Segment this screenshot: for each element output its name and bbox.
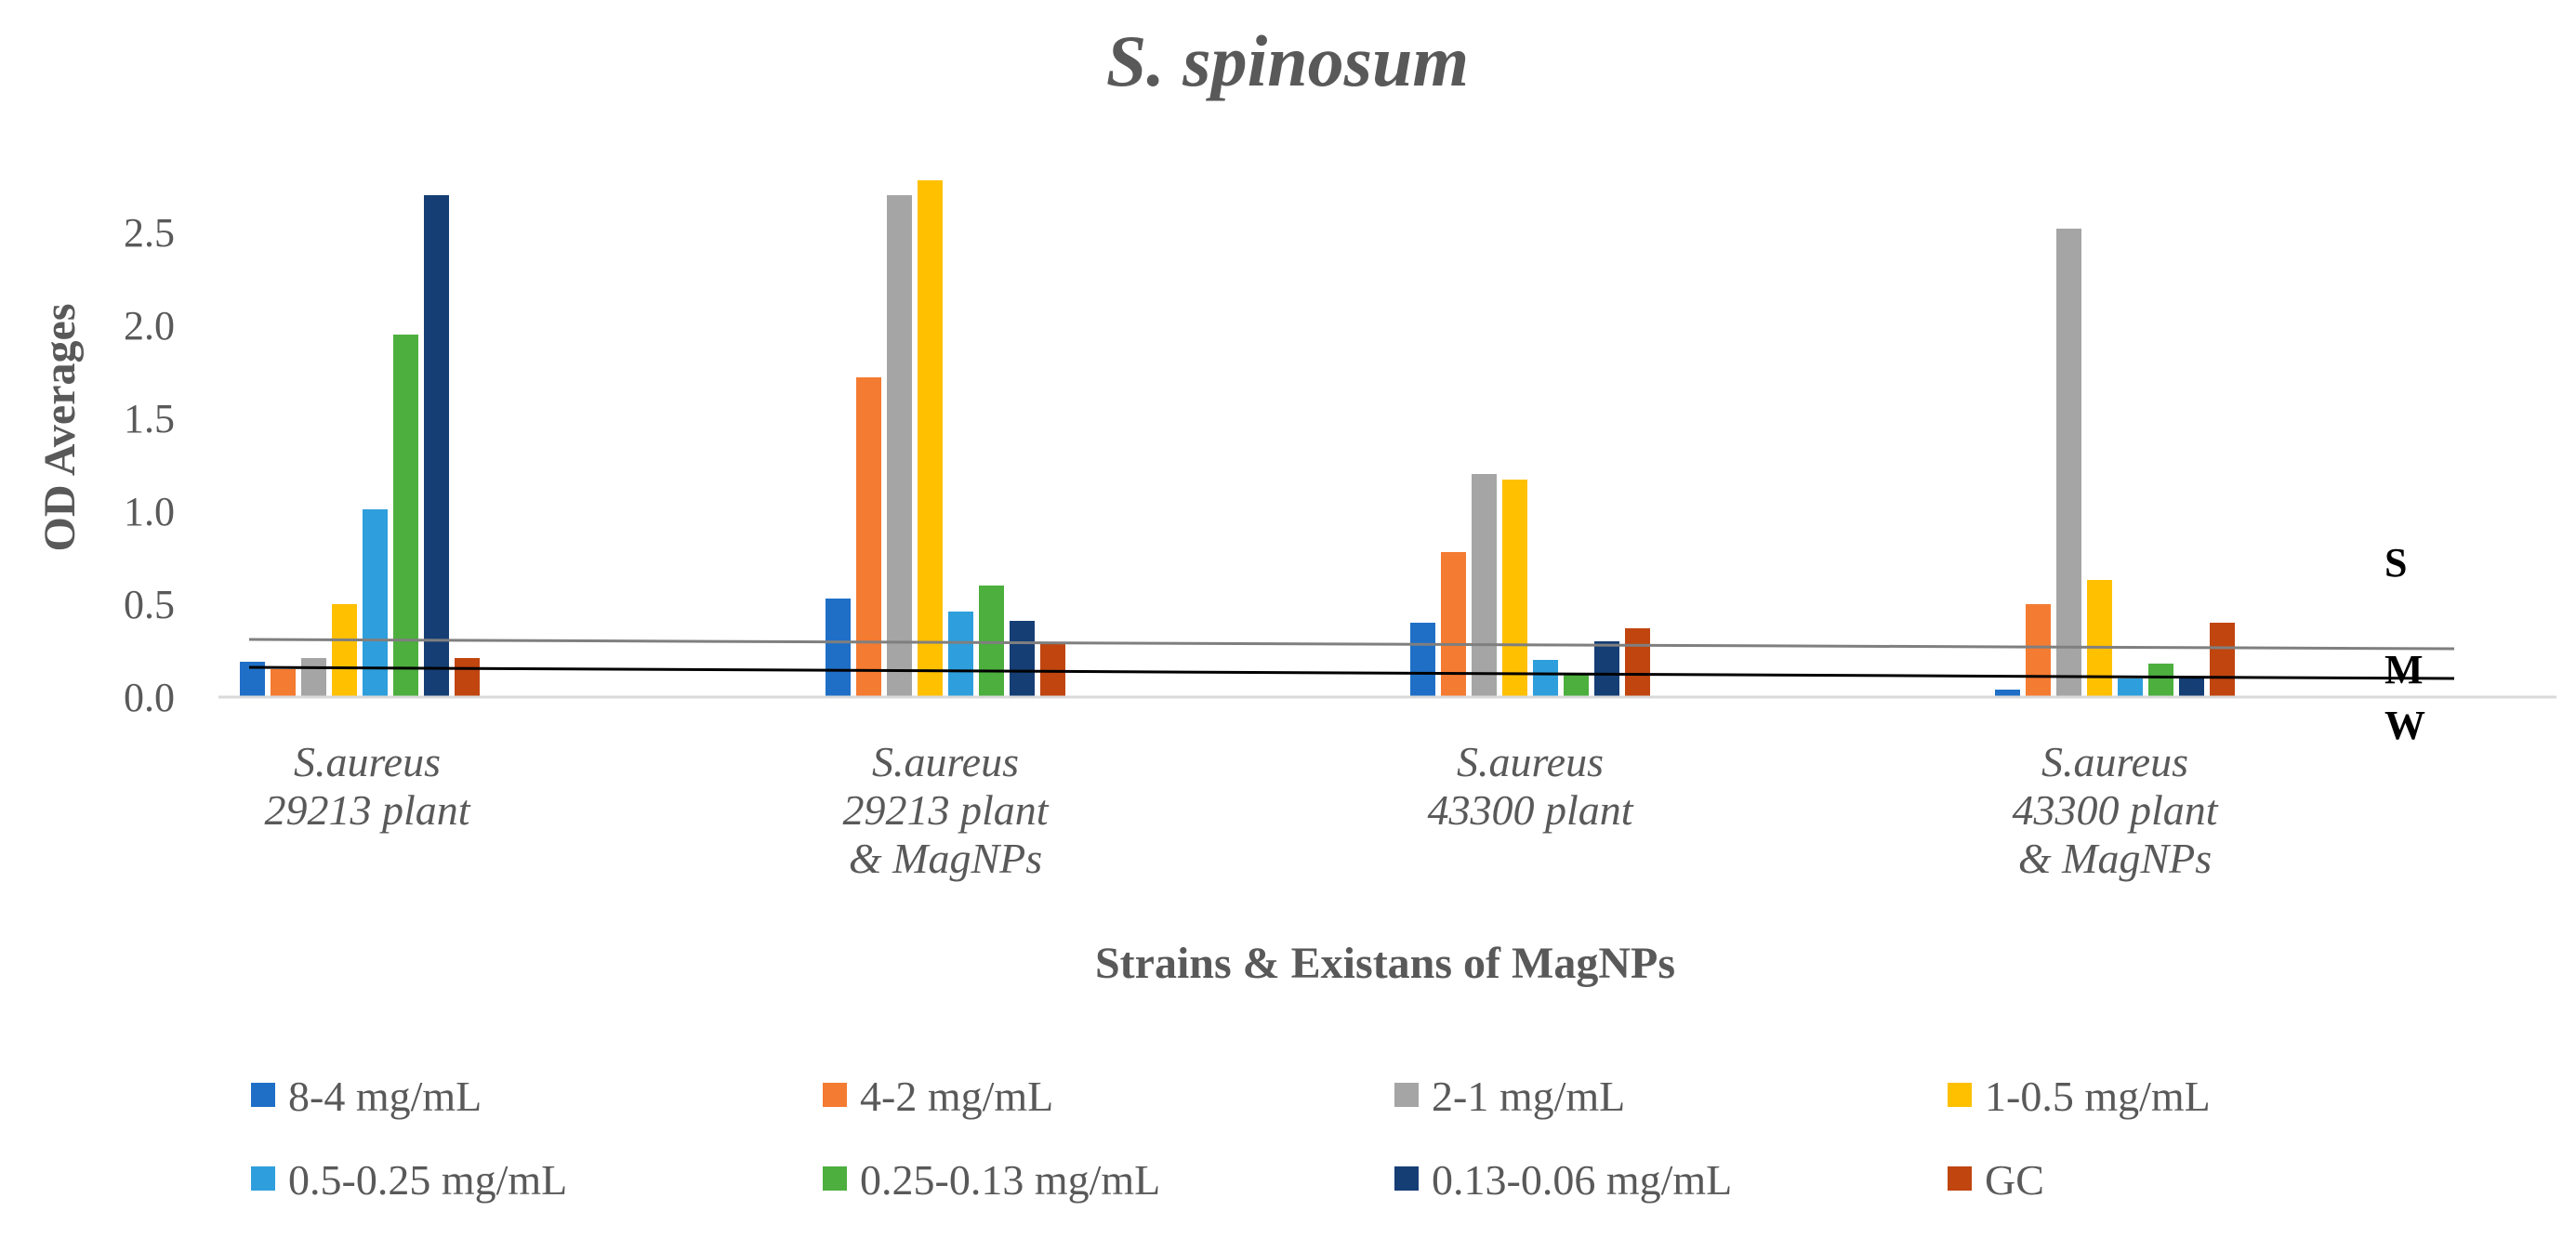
bar: [455, 658, 480, 697]
legend-swatch: [823, 1166, 847, 1191]
legend-label: 8-4 mg/mL: [288, 1073, 482, 1120]
legend-swatch: [1394, 1083, 1419, 1107]
y-tick-label: 1.5: [124, 396, 175, 441]
chart-title: S. spinosum: [1106, 20, 1469, 101]
bar: [1441, 552, 1466, 697]
bar: [856, 377, 881, 697]
bar: [887, 195, 912, 697]
legend-swatch: [1948, 1083, 1972, 1107]
x-category-label: 29213 plant: [842, 786, 1049, 834]
legend-label: 1-0.5 mg/mL: [1985, 1073, 2211, 1120]
legend-swatch: [823, 1083, 847, 1107]
x-category-label: S.aureus: [294, 738, 441, 785]
x-category-label: & MagNPs: [2018, 835, 2212, 882]
y-axis-title: OD Averages: [35, 303, 85, 551]
x-axis-title: Strains & Existans of MagNPs: [1095, 939, 1675, 988]
legend-label: 0.25-0.13 mg/mL: [860, 1156, 1160, 1204]
bar: [332, 604, 357, 697]
threshold-label: M: [2384, 647, 2424, 692]
threshold-layer: S MW: [248, 540, 2455, 748]
x-category-label: 43300 plant: [1427, 786, 1633, 834]
bar: [2179, 677, 2204, 697]
x-category-label: 43300 plant: [2012, 786, 2218, 834]
legend-label: 0.5-0.25 mg/mL: [288, 1156, 567, 1204]
bar: [393, 335, 418, 697]
bar: [2087, 580, 2112, 697]
legend: 8-4 mg/mL 4-2 mg/mL 2-1 mg/mL 1-0.5 mg/mL 0.…: [251, 1073, 2211, 1204]
legend-swatch: [251, 1083, 275, 1107]
bar: [948, 612, 973, 697]
bar: [1410, 623, 1435, 697]
threshold-label: W: [2384, 703, 2425, 748]
threshold-label: S: [2384, 540, 2407, 586]
legend-label: 4-2 mg/mL: [860, 1073, 1053, 1120]
bars-layer: [240, 180, 2235, 697]
bar: [271, 669, 296, 697]
y-tick-label: 0.0: [124, 675, 175, 720]
bar: [424, 195, 449, 697]
x-category-label: 29213 plant: [264, 786, 470, 834]
bar: [2026, 604, 2051, 697]
bar: [1472, 474, 1497, 697]
bar: [1594, 641, 1619, 697]
legend-swatch: [1394, 1166, 1419, 1191]
x-category-label: S.aureus: [872, 738, 1019, 785]
bar: [1502, 480, 1527, 697]
legend-label: GC: [1985, 1156, 2044, 1204]
legend-label: 0.13-0.06 mg/mL: [1432, 1156, 1732, 1204]
y-tick-label: 2.0: [124, 303, 175, 349]
bar: [918, 180, 943, 697]
threshold-line: [248, 665, 2455, 680]
y-tick-label: 0.5: [124, 582, 175, 627]
x-category-label: S.aureus: [2041, 738, 2188, 785]
bar: [2210, 623, 2235, 697]
bar: [2056, 229, 2081, 697]
bar: [363, 509, 388, 697]
bar: [1010, 621, 1035, 697]
y-tick-label: 1.0: [124, 489, 175, 534]
legend-label: 2-1 mg/mL: [1432, 1073, 1625, 1120]
y-tick-label: 2.5: [124, 210, 175, 256]
bar: [1533, 660, 1558, 697]
threshold-line: [248, 638, 2455, 651]
bar: [1564, 675, 1589, 697]
legend-swatch: [251, 1166, 275, 1191]
bar: [1995, 690, 2020, 697]
bar: [826, 599, 851, 697]
bar: [1625, 628, 1650, 697]
bar: [2118, 678, 2143, 697]
bar: [301, 658, 326, 697]
bar: [2148, 664, 2173, 697]
legend-swatch: [1948, 1166, 1972, 1191]
x-category-label: S.aureus: [1457, 738, 1604, 785]
x-category-label: & MagNPs: [849, 835, 1042, 882]
